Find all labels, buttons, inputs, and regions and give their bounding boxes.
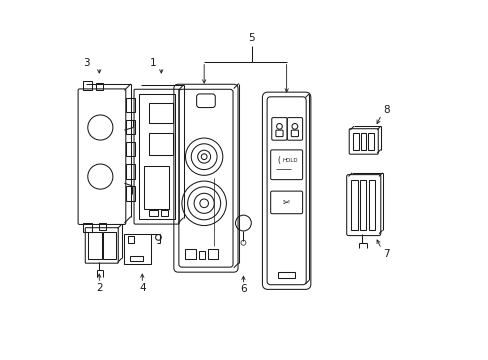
Text: (: ( — [277, 156, 280, 165]
Text: 2: 2 — [96, 283, 102, 293]
Text: 4: 4 — [139, 283, 145, 293]
Text: 7: 7 — [382, 248, 388, 258]
Text: ✄: ✄ — [283, 198, 289, 207]
Text: 5: 5 — [248, 33, 254, 43]
Text: 8: 8 — [382, 105, 388, 115]
Text: HOLD: HOLD — [282, 158, 297, 163]
Text: 1: 1 — [149, 58, 156, 68]
Text: 6: 6 — [240, 284, 246, 294]
Text: 3: 3 — [82, 58, 89, 68]
